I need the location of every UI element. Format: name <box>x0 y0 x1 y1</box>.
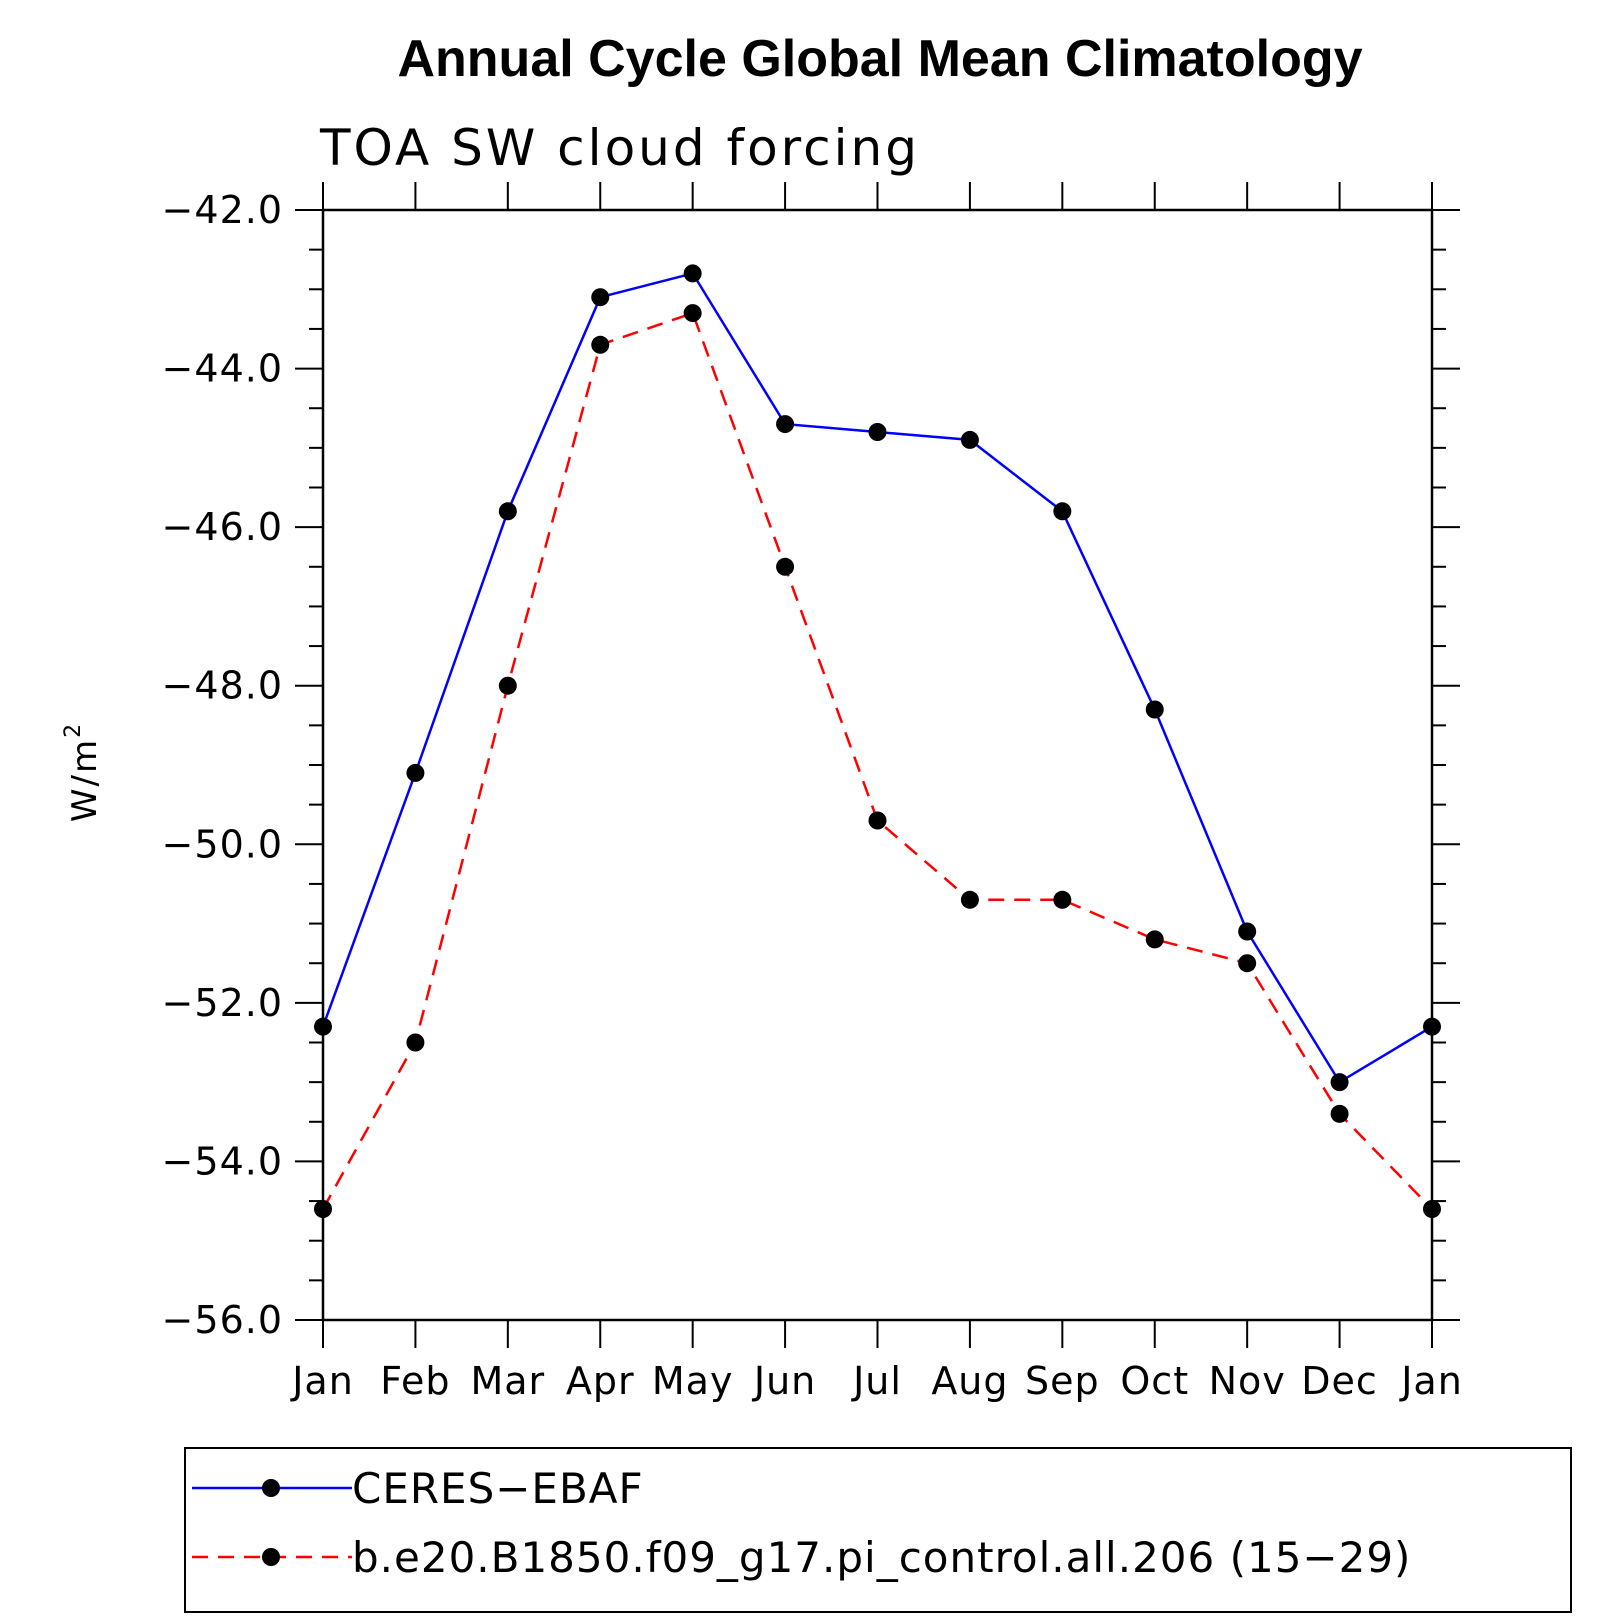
x-tick-label: Dec <box>1301 1359 1378 1403</box>
x-tick-label: Sep <box>1025 1359 1100 1403</box>
series-point-0 <box>1238 922 1257 941</box>
x-tick-label: Jan <box>1399 1359 1463 1403</box>
x-tick-label: Oct <box>1120 1359 1189 1403</box>
series-point-0 <box>591 288 610 307</box>
x-tick-label: May <box>652 1359 734 1403</box>
series-point-0 <box>406 763 425 782</box>
series-point-0 <box>1423 1017 1441 1036</box>
series-point-0 <box>1053 502 1072 521</box>
y-tick-label: −44.0 <box>162 347 283 391</box>
series-point-1 <box>1330 1104 1349 1123</box>
series-point-1 <box>1053 890 1072 909</box>
series-point-1 <box>498 676 517 695</box>
legend-marker-model <box>262 1548 280 1566</box>
series-point-0 <box>776 415 795 434</box>
legend-label-model: b.e20.B1850.f09_g17.pi_control.all.206 (… <box>352 1533 1411 1582</box>
series-point-0 <box>868 423 887 441</box>
series-point-1 <box>314 1200 332 1218</box>
series-point-0 <box>683 264 702 283</box>
y-tick-label: −46.0 <box>162 505 283 549</box>
x-tick-label: Nov <box>1209 1359 1286 1403</box>
chart-subtitle: TOA SW cloud forcing <box>319 119 920 177</box>
x-tick-label: Aug <box>931 1359 1008 1403</box>
x-tick-label: Jan <box>290 1359 354 1403</box>
x-tick-label: Jun <box>752 1359 816 1403</box>
x-tick-label: Jul <box>851 1359 902 1403</box>
plot-frame <box>321 208 1434 1322</box>
y-tick-label: −52.0 <box>162 981 283 1025</box>
y-tick-label: −54.0 <box>162 1139 283 1183</box>
series-point-1 <box>1238 954 1257 973</box>
series-layer <box>314 264 1441 1218</box>
series-point-1 <box>1145 930 1164 949</box>
y-axis-label-unit: W/m <box>65 738 105 822</box>
y-tick-label: −42.0 <box>162 188 283 232</box>
legend-box <box>184 1447 1572 1613</box>
series-point-1 <box>683 304 702 323</box>
plot-axes: −42.0 −44.0 −46.0 −48.0 −50.0 −52.0 −54.0 −56.0… <box>162 182 1463 1403</box>
series-point-1 <box>776 557 795 576</box>
series-point-0 <box>1330 1073 1349 1092</box>
series-point-0 <box>1145 700 1164 719</box>
legend-marker-ceres <box>262 1479 280 1497</box>
y-tick-label: −56.0 <box>162 1298 283 1342</box>
x-tick-label: Mar <box>470 1359 545 1403</box>
legend-label-ceres: CERES−EBAF <box>352 1464 644 1513</box>
series-point-1 <box>1423 1200 1441 1218</box>
series-point-0 <box>314 1017 332 1036</box>
x-tick-label: Feb <box>380 1359 450 1403</box>
y-axis-label: W/m2 <box>61 722 105 822</box>
chart-title: Annual Cycle Global Mean Climatology <box>397 30 1362 88</box>
series-line-0 <box>321 271 1433 1084</box>
legend: CERES−EBAF b.e20.B1850.f09_g17.pi_contro… <box>184 1447 1572 1613</box>
series-point-0 <box>960 430 979 449</box>
series-point-0 <box>498 502 517 521</box>
series-point-1 <box>960 890 979 909</box>
y-tick-label: −50.0 <box>162 822 283 866</box>
series-point-1 <box>406 1033 425 1052</box>
series-point-1 <box>591 335 610 354</box>
y-axis-label-exponent: 2 <box>61 722 86 738</box>
series-point-1 <box>868 811 887 830</box>
y-tick-label: −48.0 <box>162 664 283 708</box>
series-line-1 <box>321 311 1433 1210</box>
x-tick-label: Apr <box>566 1359 635 1403</box>
